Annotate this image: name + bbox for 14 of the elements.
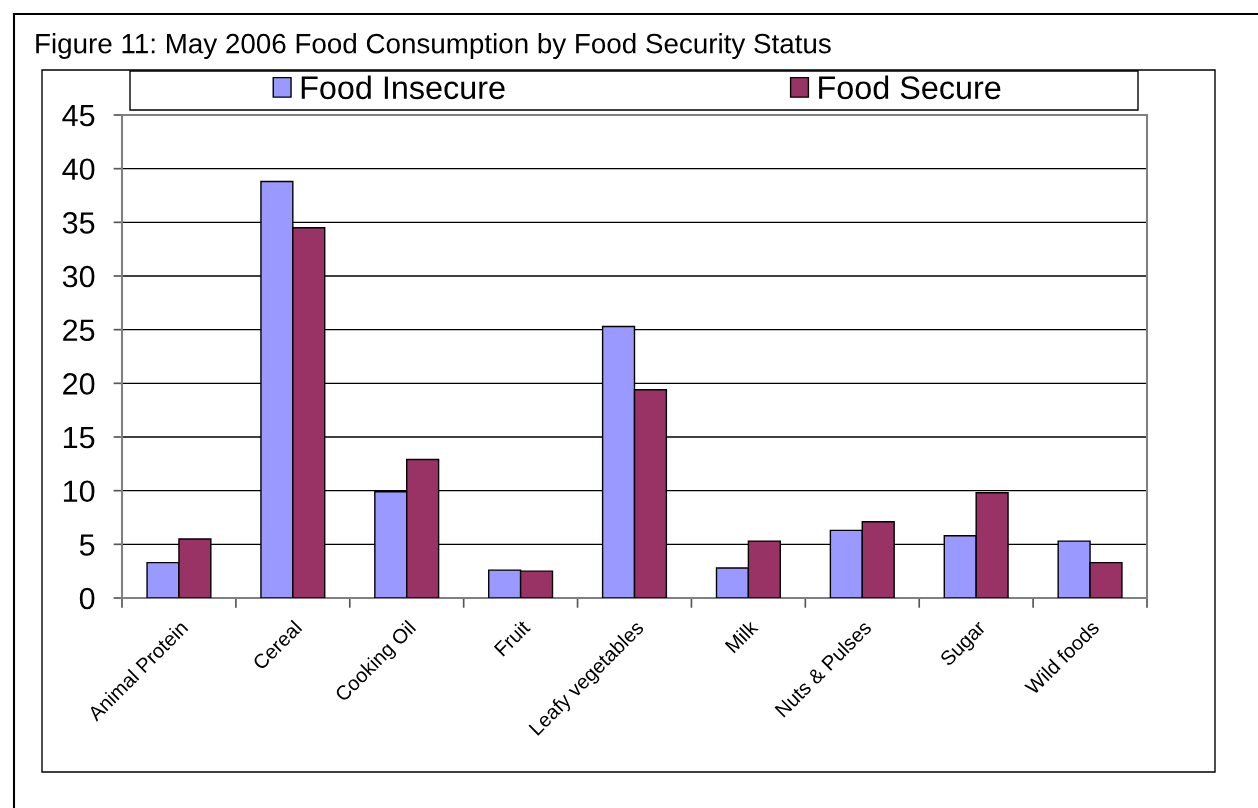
legend-label: Food Secure [819,75,1001,100]
legend-label: Food Insecure [301,75,505,100]
y-tick-label: 30 [62,265,95,288]
y-tick-label: 40 [62,158,95,181]
y-tick-label: 45 [62,105,95,127]
y-tick-label: 25 [63,319,95,342]
y-tick-label: 20 [63,373,95,395]
y-tick-label: 35 [62,212,95,234]
y-tick-label: 10 [63,480,95,503]
y-tick-label: 0 [79,587,95,610]
y-tick-label: 5 [79,534,95,556]
y-tick-label: 15 [63,427,95,449]
chart-title: Figure 11: May 2006 Food Consumption by Food Security Status [36,33,831,59]
x-tick-label: Milk [724,618,759,654]
